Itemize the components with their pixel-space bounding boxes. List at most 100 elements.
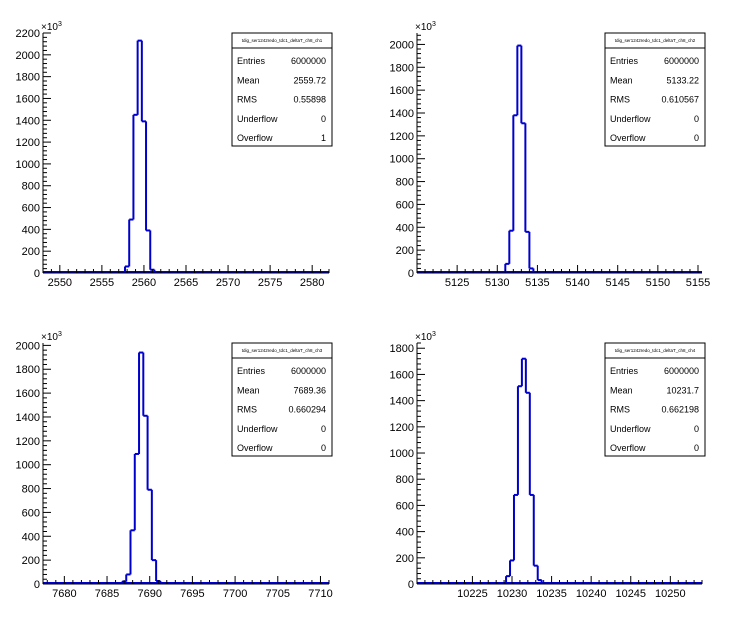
- y-multiplier-label: ×103: [41, 331, 62, 343]
- histogram-panel-2: 5125 5130 5135 5140 5145 5150 5155 0 200 400 600 80…: [390, 21, 711, 289]
- stats-box: tdig_ser1242redo_tdc1_deltaT_ch8_ch2 Entr…: [604, 32, 706, 147]
- y-tick-label: 400: [22, 531, 40, 543]
- x-tick-label: 5125: [445, 277, 469, 289]
- y-tick-label: 400: [22, 224, 40, 236]
- x-tick-label: 5150: [646, 277, 670, 289]
- histogram-panel-3: 7680 7685 7690 7695 7700 7705 7710 0 200 400 600 80…: [16, 331, 333, 600]
- y-tick-label: 1800: [390, 62, 414, 74]
- stat-label-underflow: Underflow: [237, 424, 278, 434]
- y-tick-label: 1600: [16, 93, 40, 105]
- stats-box-frame: [231, 342, 333, 457]
- y-tick-label: 2000: [16, 50, 40, 62]
- stat-label-underflow: Underflow: [610, 424, 651, 434]
- stat-label-underflow: Underflow: [610, 114, 651, 124]
- y-tick-label: 600: [22, 203, 40, 215]
- stat-label-rms: RMS: [237, 95, 257, 105]
- x-tick-label: 2575: [258, 277, 282, 289]
- x-tick-label: 2580: [300, 277, 324, 289]
- histogram-panel-1: 2550 2555 2560 2565 2570 2575 2580 0 200 400 600 80…: [16, 21, 333, 289]
- y-tick-label: 1400: [16, 412, 40, 424]
- stat-label-rms: RMS: [610, 405, 630, 415]
- x-tick-label: 10235: [536, 588, 567, 600]
- x-tick-label: 7680: [52, 588, 76, 600]
- y-tick-label: 1000: [16, 460, 40, 472]
- x-tick-label: 7710: [308, 588, 332, 600]
- y-tick-label: 0: [34, 579, 40, 591]
- x-tick-label: 2555: [90, 277, 114, 289]
- y-tick-label: 2200: [16, 28, 40, 40]
- x-tick-label: 10250: [655, 588, 686, 600]
- x-tick-label: 5145: [605, 277, 629, 289]
- stat-value-underflow: 0: [321, 114, 326, 124]
- stat-value-entries: 6000000: [291, 366, 326, 376]
- stat-value-mean: 2559.72: [293, 75, 326, 85]
- y-multiplier-label: ×103: [415, 331, 436, 343]
- stat-label-rms: RMS: [610, 95, 630, 105]
- stat-label-rms: RMS: [237, 405, 257, 415]
- x-tick-label: 10230: [497, 588, 528, 600]
- stat-value-rms: 0.660294: [288, 405, 326, 415]
- x-tick-label: 7695: [180, 588, 204, 600]
- stat-label-entries: Entries: [610, 366, 639, 376]
- y-tick-label: 200: [396, 245, 414, 257]
- x-tick-label: 10245: [615, 588, 646, 600]
- x-tick-label: 5135: [525, 277, 549, 289]
- y-tick-label: 400: [396, 527, 414, 539]
- x-tick-label: 2560: [132, 277, 156, 289]
- stats-box: tdig_ser1242redo_tdc1_deltaT_ch8_ch3 Entr…: [231, 342, 333, 457]
- y-tick-label: 1200: [16, 137, 40, 149]
- stat-value-entries: 6000000: [664, 366, 699, 376]
- y-tick-label: 200: [22, 555, 40, 567]
- x-tick-label: 7685: [95, 588, 119, 600]
- x-tick-label: 7700: [223, 588, 247, 600]
- stat-value-overflow: 0: [321, 443, 326, 453]
- x-tick-label: 5130: [485, 277, 509, 289]
- x-tick-label: 2570: [216, 277, 240, 289]
- y-tick-label: 1000: [390, 448, 414, 460]
- stat-label-entries: Entries: [237, 56, 266, 66]
- y-tick-label: 1000: [16, 159, 40, 171]
- stat-value-entries: 6000000: [664, 56, 699, 66]
- stats-box-frame: [604, 32, 706, 147]
- y-tick-label: 1400: [390, 108, 414, 120]
- stats-title: tdig_ser1242redo_tdc1_deltaT_ch8_ch2: [615, 38, 696, 43]
- y-tick-label: 1600: [16, 388, 40, 400]
- y-tick-label: 1400: [390, 396, 414, 408]
- y-tick-label: 1800: [390, 343, 414, 355]
- y-tick-label: 800: [396, 177, 414, 189]
- y-tick-label: 800: [396, 474, 414, 486]
- x-tick-label: 10240: [576, 588, 607, 600]
- stat-value-overflow: 1: [321, 133, 326, 143]
- y-tick-label: 0: [34, 268, 40, 280]
- stat-value-mean: 7689.36: [293, 385, 326, 395]
- stat-value-underflow: 0: [321, 424, 326, 434]
- y-tick-label: 0: [408, 268, 414, 280]
- y-tick-label: 1200: [390, 131, 414, 143]
- y-tick-label: 2000: [390, 39, 414, 51]
- stat-value-overflow: 0: [694, 443, 699, 453]
- y-tick-label: 1400: [16, 115, 40, 127]
- x-tick-label: 5155: [686, 277, 710, 289]
- stat-label-overflow: Overflow: [237, 133, 273, 143]
- stat-value-rms: 0.55898: [293, 95, 326, 105]
- x-tick-label: 7705: [266, 588, 290, 600]
- y-multiplier-label: ×103: [415, 21, 436, 33]
- y-tick-label: 800: [22, 484, 40, 496]
- stat-label-mean: Mean: [237, 385, 260, 395]
- y-tick-label: 400: [396, 222, 414, 234]
- y-tick-label: 1200: [16, 436, 40, 448]
- histogram-panel-4: 10225 10230 10235 10240 10245 10250 0 200 400 600…: [390, 331, 706, 600]
- stat-value-rms: 0.662198: [661, 405, 699, 415]
- stat-label-underflow: Underflow: [237, 114, 278, 124]
- y-tick-label: 2000: [16, 340, 40, 352]
- stats-box: tdig_ser1242redo_tdc1_deltaT_ch8_ch1 Entr…: [231, 32, 333, 147]
- x-tick-label: 5140: [565, 277, 589, 289]
- x-tick-label: 2550: [48, 277, 72, 289]
- stat-value-mean: 10231.7: [666, 385, 699, 395]
- stat-value-entries: 6000000: [291, 56, 326, 66]
- y-tick-label: 600: [396, 500, 414, 512]
- stat-label-mean: Mean: [610, 75, 633, 85]
- y-tick-label: 600: [396, 199, 414, 211]
- y-tick-label: 1800: [16, 72, 40, 84]
